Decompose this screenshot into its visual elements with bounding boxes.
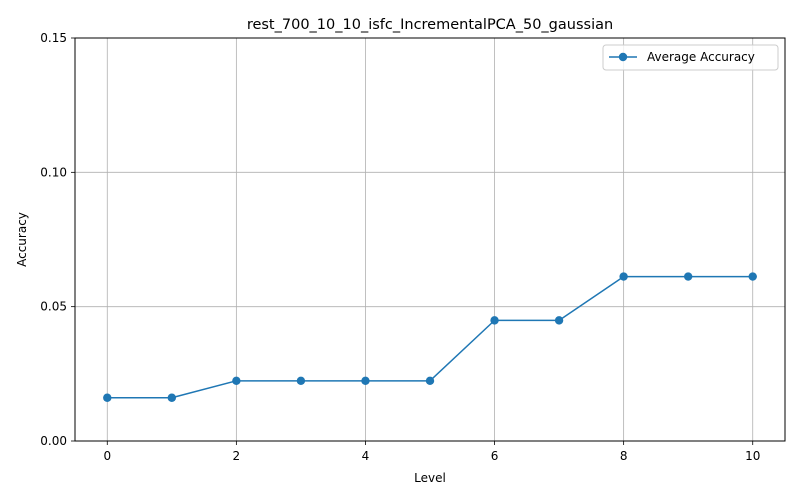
data-point-0-7 bbox=[554, 316, 564, 325]
data-point-0-8 bbox=[619, 272, 628, 281]
data-point-0-9 bbox=[683, 272, 693, 281]
chart-title: rest_700_10_10_isfc_IncrementalPCA_50_ga… bbox=[247, 17, 613, 33]
legend-marker-swatch bbox=[618, 52, 628, 62]
x-tick-label-3: 6 bbox=[491, 449, 499, 463]
series-layer bbox=[103, 272, 757, 402]
y-tick-label-3: 0.15 bbox=[40, 31, 67, 45]
x-tick-label-4: 8 bbox=[620, 449, 628, 463]
data-point-0-2 bbox=[232, 376, 241, 386]
x-tick-label-0: 0 bbox=[103, 449, 111, 463]
legend-box bbox=[602, 44, 779, 71]
x-axis-label: Level bbox=[414, 471, 446, 485]
legend-entry-average-accuracy: Average Accuracy bbox=[647, 50, 755, 64]
y-tick-label-1: 0.05 bbox=[40, 300, 67, 314]
x-tick-label-5: 10 bbox=[745, 449, 760, 463]
data-point-0-1 bbox=[167, 393, 177, 402]
y-axis: 0.00 0.05 0.10 0.15 bbox=[40, 31, 75, 448]
data-point-0-0 bbox=[103, 393, 112, 402]
y-axis-label: Accuracy bbox=[15, 212, 29, 267]
plot-area-frame bbox=[74, 37, 786, 442]
data-point-0-5 bbox=[425, 376, 435, 386]
y-tick-label-0: 0.00 bbox=[40, 434, 67, 448]
legend: Average Accuracy bbox=[602, 44, 779, 71]
data-point-0-10 bbox=[748, 272, 757, 281]
x-tick-label-2: 4 bbox=[362, 449, 370, 463]
y-tick-label-2: 0.10 bbox=[40, 165, 67, 179]
data-point-0-4 bbox=[361, 376, 370, 386]
x-axis: 0 2 4 6 8 10 bbox=[103, 441, 760, 463]
data-point-0-3 bbox=[296, 376, 306, 386]
data-point-0-6 bbox=[490, 316, 499, 325]
x-tick-label-1: 2 bbox=[233, 449, 241, 463]
